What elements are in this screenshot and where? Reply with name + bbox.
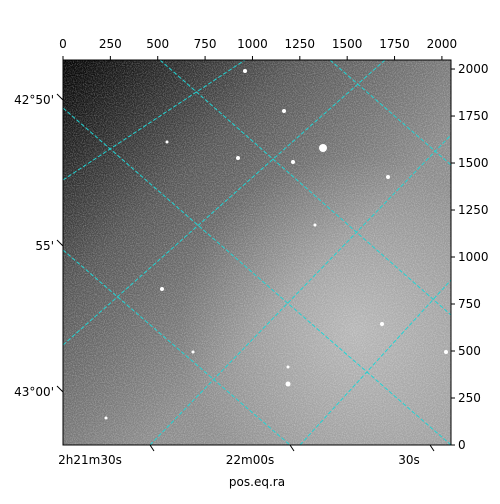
coordinate-grid: [63, 60, 451, 445]
x-tick-label: 1500: [332, 37, 363, 51]
ra-label: 30s: [398, 453, 420, 467]
x-tick-label: 2000: [427, 37, 458, 51]
x-tick-label: 500: [146, 37, 169, 51]
x-tick-label: 1000: [237, 37, 268, 51]
world-ticks: 42°50' 55' 43°00' 2h21m30s 22m00s 30s: [14, 93, 435, 467]
dec-label: 43°00': [14, 385, 54, 399]
y-tick-label: 2000: [458, 62, 489, 76]
x-tick-label: 750: [194, 37, 217, 51]
y-tick-label: 1000: [458, 250, 489, 264]
x-tick-label: 1250: [285, 37, 316, 51]
y-tick-label: 0: [458, 438, 466, 452]
x-tick-label: 0: [59, 37, 67, 51]
ra-label: 22m00s: [226, 453, 274, 467]
x-axis-label: pos.eq.ra: [229, 475, 285, 489]
y-tick-label: 750: [458, 297, 481, 311]
ra-label: 2h21m30s: [58, 453, 122, 467]
dec-label: 42°50': [14, 93, 54, 107]
sky-image: [63, 60, 451, 445]
y-tick-label: 1250: [458, 203, 489, 217]
dec-label: 55': [35, 239, 54, 253]
y-tick-label: 1500: [458, 156, 489, 170]
x-tick-label: 1750: [379, 37, 410, 51]
plot-frame: [62, 59, 452, 446]
y-tick-label: 500: [458, 344, 481, 358]
y-tick-label: 250: [458, 391, 481, 405]
y-tick-label: 1750: [458, 109, 489, 123]
x-tick-label: 250: [99, 37, 122, 51]
